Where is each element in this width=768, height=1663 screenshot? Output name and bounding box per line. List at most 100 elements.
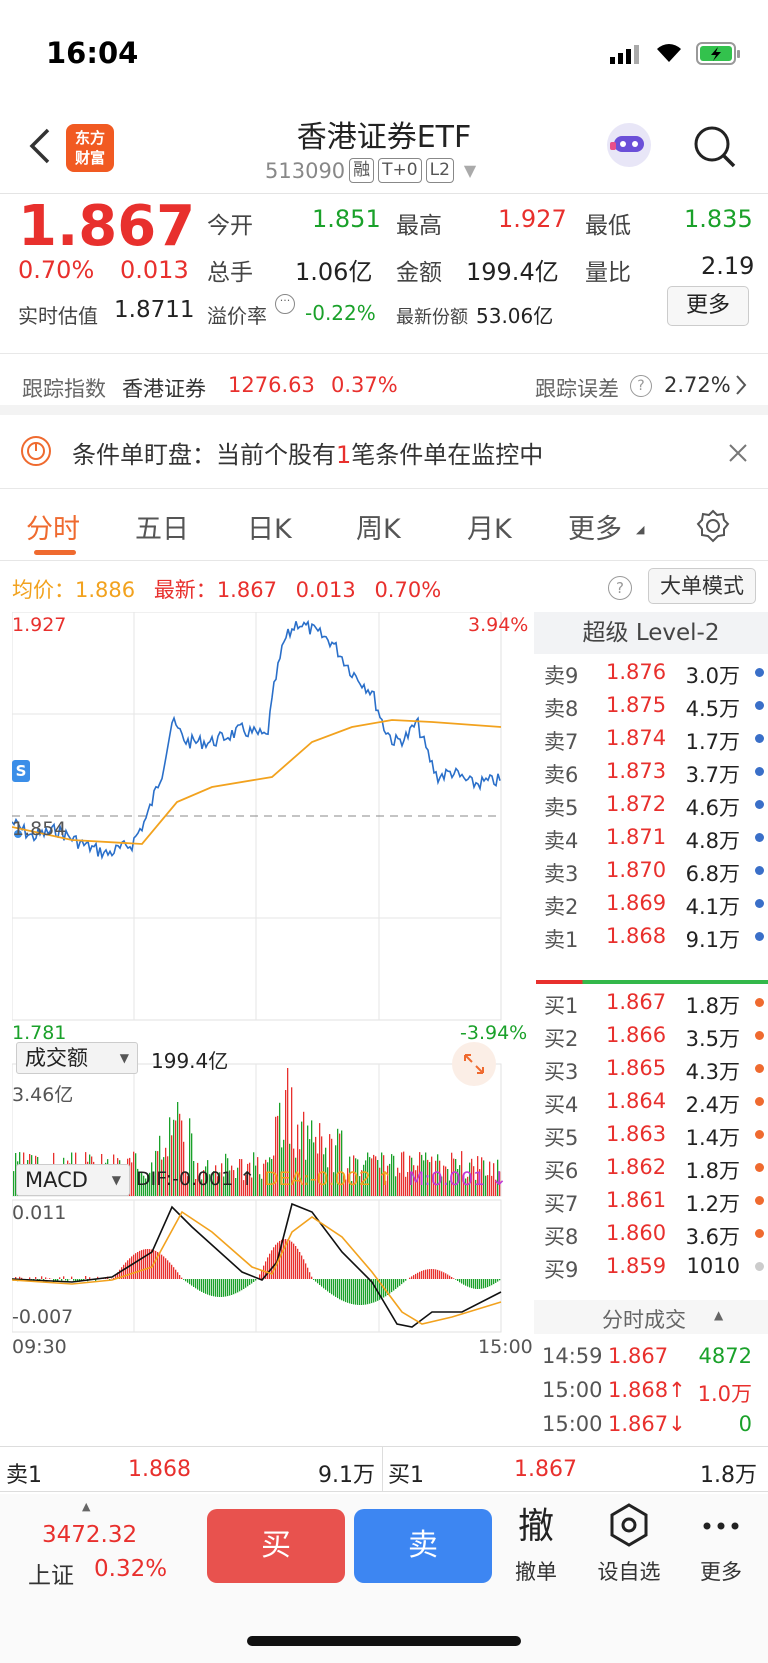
macd-histogram-bar bbox=[291, 1241, 293, 1279]
dropdown-icon[interactable]: ▼ bbox=[463, 161, 477, 180]
volume-bar bbox=[181, 1120, 183, 1196]
help-icon[interactable]: ? bbox=[630, 375, 652, 397]
volume-bar bbox=[383, 1155, 385, 1196]
volume-bar bbox=[467, 1176, 469, 1196]
volume-bar bbox=[15, 1153, 17, 1196]
signal-s-icon[interactable]: S bbox=[12, 760, 30, 782]
change-value: 0.013 bbox=[120, 256, 189, 284]
tracking-index-bar[interactable]: 跟踪指数 香港证券 1276.63 0.37% 跟踪误差 ? 2.72% bbox=[0, 355, 768, 415]
sse-index-value: 3472.32 bbox=[42, 1522, 138, 1548]
tab-more[interactable]: 更多 bbox=[568, 514, 622, 545]
macd-histogram-bar bbox=[307, 1267, 309, 1279]
expand-icon[interactable] bbox=[452, 1042, 496, 1086]
bid-level-row[interactable]: 买9 1.859 1010 bbox=[544, 1250, 768, 1284]
ask-level-row[interactable]: 卖6 1.873 3.7万 bbox=[544, 755, 768, 789]
macd-histogram-bar bbox=[169, 1262, 171, 1279]
macd-histogram-bar bbox=[457, 1279, 459, 1281]
macd-histogram-bar bbox=[175, 1269, 177, 1279]
more-menu-button[interactable]: 更多 bbox=[681, 1502, 761, 1586]
low-value: 1.835 bbox=[684, 205, 753, 233]
close-icon[interactable] bbox=[728, 441, 748, 469]
search-icon[interactable] bbox=[692, 124, 738, 174]
macd-histogram-bar bbox=[489, 1279, 491, 1287]
ask-level-row[interactable]: 卖1 1.868 9.1万 bbox=[544, 920, 768, 954]
chevron-right-icon[interactable] bbox=[734, 373, 748, 402]
volume-bar bbox=[417, 1165, 419, 1196]
bid-level-row[interactable]: 买6 1.862 1.8万 bbox=[544, 1151, 768, 1185]
volume-bar bbox=[329, 1134, 331, 1196]
macd-dif: DIF:-0.001 ↑ bbox=[136, 1168, 256, 1190]
bid-level-volume: 1.8万 bbox=[685, 994, 740, 1018]
ask-level-row[interactable]: 卖9 1.876 3.0万 bbox=[544, 656, 768, 690]
bid-level-price: 1.861 bbox=[606, 1188, 667, 1212]
volume-bar bbox=[233, 1170, 235, 1196]
ask-level-row[interactable]: 卖2 1.869 4.1万 bbox=[544, 887, 768, 921]
legend-change: 0.013 bbox=[295, 578, 356, 602]
bid-level-row[interactable]: 买1 1.867 1.8万 bbox=[544, 986, 768, 1020]
macd-histogram-bar bbox=[61, 1279, 63, 1281]
macd-histogram-bar bbox=[211, 1279, 213, 1296]
status-bar: 16:04 bbox=[0, 0, 768, 100]
back-icon[interactable] bbox=[26, 126, 52, 170]
macd-histogram-bar bbox=[405, 1279, 407, 1281]
bid-level-row[interactable]: 买2 1.866 3.5万 bbox=[544, 1019, 768, 1053]
more-button[interactable]: 更多 bbox=[667, 286, 749, 326]
volume-bar bbox=[445, 1166, 447, 1196]
macd-histogram-bar bbox=[393, 1279, 395, 1291]
robot-assistant-icon[interactable] bbox=[604, 120, 654, 174]
big-order-mode-button[interactable]: 大单模式 bbox=[648, 568, 756, 604]
macd-histogram-bar bbox=[15, 1277, 17, 1279]
macd-histogram-bar bbox=[315, 1279, 317, 1282]
bid-level-row[interactable]: 买4 1.864 2.4万 bbox=[544, 1085, 768, 1119]
volume-bar bbox=[257, 1157, 259, 1196]
sell-button[interactable]: 卖 bbox=[354, 1509, 492, 1583]
bid-level-row[interactable]: 买5 1.863 1.4万 bbox=[544, 1118, 768, 1152]
legend-pct: 0.70% bbox=[374, 578, 442, 602]
ask-level-row[interactable]: 卖7 1.874 1.7万 bbox=[544, 722, 768, 756]
volume-bar bbox=[245, 1174, 247, 1196]
ask-level-row[interactable]: 卖3 1.870 6.8万 bbox=[544, 854, 768, 888]
volume-bar bbox=[413, 1165, 415, 1196]
index-widget[interactable]: ▲ 3472.32 上证 0.32% bbox=[20, 1500, 180, 1590]
ask-level-label: 卖9 bbox=[544, 664, 579, 688]
add-watchlist-button[interactable]: 设自选 bbox=[589, 1502, 669, 1586]
settings-icon[interactable] bbox=[696, 509, 730, 547]
tick-price: 1.867↓ bbox=[608, 1412, 686, 1436]
target-icon bbox=[20, 435, 52, 473]
condition-order-notice[interactable]: 条件单盯盘：当前个股有1笔条件单在监控中 bbox=[0, 415, 768, 489]
cancel-order-button[interactable]: 撤 撤单 bbox=[496, 1502, 576, 1586]
volume-bar bbox=[347, 1168, 349, 1196]
bid-level-row[interactable]: 买3 1.865 4.3万 bbox=[544, 1052, 768, 1086]
tab-daily-k[interactable]: 日K bbox=[247, 514, 292, 545]
macd-histogram-bar bbox=[183, 1279, 185, 1280]
macd-axis-top: 0.011 bbox=[12, 1202, 67, 1224]
collapse-icon[interactable]: ▲ bbox=[714, 1308, 724, 1322]
intraday-chart[interactable]: 1.927 3.94% 1.854 1.781 -3.94% S 成交额 ▼ 19… bbox=[12, 612, 533, 1622]
volume-bar bbox=[293, 1148, 295, 1196]
macd-histogram-bar bbox=[395, 1279, 397, 1289]
macd-histogram-bar bbox=[185, 1279, 187, 1282]
bid-level-row[interactable]: 买7 1.861 1.2万 bbox=[544, 1184, 768, 1218]
volume-selector[interactable]: 成交额 ▼ bbox=[16, 1042, 138, 1074]
indicator-selector[interactable]: MACD ▼ bbox=[16, 1164, 130, 1196]
tab-five-day[interactable]: 五日 bbox=[135, 514, 189, 545]
ask-level-row[interactable]: 卖8 1.875 4.5万 bbox=[544, 689, 768, 723]
ask-level-row[interactable]: 卖5 1.872 4.6万 bbox=[544, 788, 768, 822]
avg-label: 均价： bbox=[12, 578, 75, 602]
bid-level-label: 买5 bbox=[544, 1126, 579, 1150]
macd-histogram-bar bbox=[147, 1249, 149, 1279]
tab-monthly-k[interactable]: 月K bbox=[467, 514, 512, 545]
volume-bar bbox=[271, 1159, 273, 1196]
bid-dot-icon bbox=[755, 1163, 764, 1172]
info-dots-icon[interactable]: ··· bbox=[275, 294, 295, 314]
macd-histogram-bar bbox=[441, 1271, 443, 1279]
bid-level-row[interactable]: 买8 1.860 3.6万 bbox=[544, 1217, 768, 1251]
low-label: 最低 bbox=[585, 213, 631, 239]
help-icon[interactable]: ? bbox=[608, 576, 632, 600]
ask-level-row[interactable]: 卖4 1.871 4.8万 bbox=[544, 821, 768, 855]
buy-button[interactable]: 买 bbox=[207, 1509, 345, 1583]
volume-bar bbox=[145, 1178, 147, 1196]
last-label: 最新： bbox=[153, 578, 217, 602]
tab-weekly-k[interactable]: 周K bbox=[356, 514, 401, 545]
tab-intraday[interactable]: 分时 bbox=[26, 514, 80, 545]
